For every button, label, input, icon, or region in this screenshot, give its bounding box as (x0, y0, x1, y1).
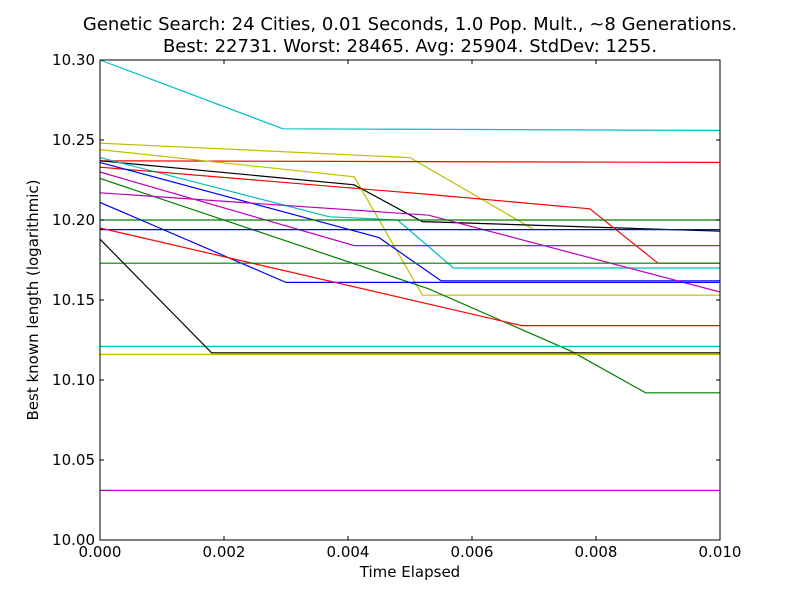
x-tick-label: 0.008 (575, 543, 618, 561)
series-layer (99, 59, 721, 491)
tick-layer: 0.000 0.002 0.004 0.006 0.008 0.010 10.00 10.05… (52, 51, 741, 561)
x-tick-label: 0.002 (203, 543, 246, 561)
y-tick-label: 10.25 (52, 131, 95, 149)
y-tick-label: 10.00 (52, 531, 95, 549)
x-tick-label: 0.006 (451, 543, 494, 561)
y-tick-label: 10.05 (52, 451, 95, 469)
series-line-1 (99, 59, 721, 131)
series-line-5 (99, 160, 721, 232)
y-axis-label: Best known length (logarithmic) (24, 180, 42, 421)
y-tick-label: 10.10 (52, 371, 95, 389)
series-line-9 (99, 161, 720, 282)
series-line-4 (99, 149, 720, 296)
series-line-2 (99, 142, 535, 231)
x-tick-label: 0.010 (699, 543, 742, 561)
series-line-11 (99, 192, 721, 293)
x-axis-label: Time Elapsed (359, 563, 460, 581)
chart-title-line-2: Best: 22731. Worst: 28465. Avg: 25904. S… (163, 36, 657, 57)
x-tick-label: 0.000 (79, 543, 122, 561)
series-line-10 (99, 177, 720, 394)
y-tick-label: 10.15 (52, 291, 95, 309)
chart-title-line-1: Genetic Search: 24 Cities, 0.01 Seconds,… (83, 14, 737, 35)
series-line-8 (99, 171, 720, 247)
x-tick-label: 0.004 (327, 543, 370, 561)
y-tick-label: 10.20 (52, 211, 95, 229)
y-tick-label: 10.30 (52, 51, 95, 69)
series-line-15 (99, 227, 720, 327)
series-line-18 (99, 238, 720, 354)
